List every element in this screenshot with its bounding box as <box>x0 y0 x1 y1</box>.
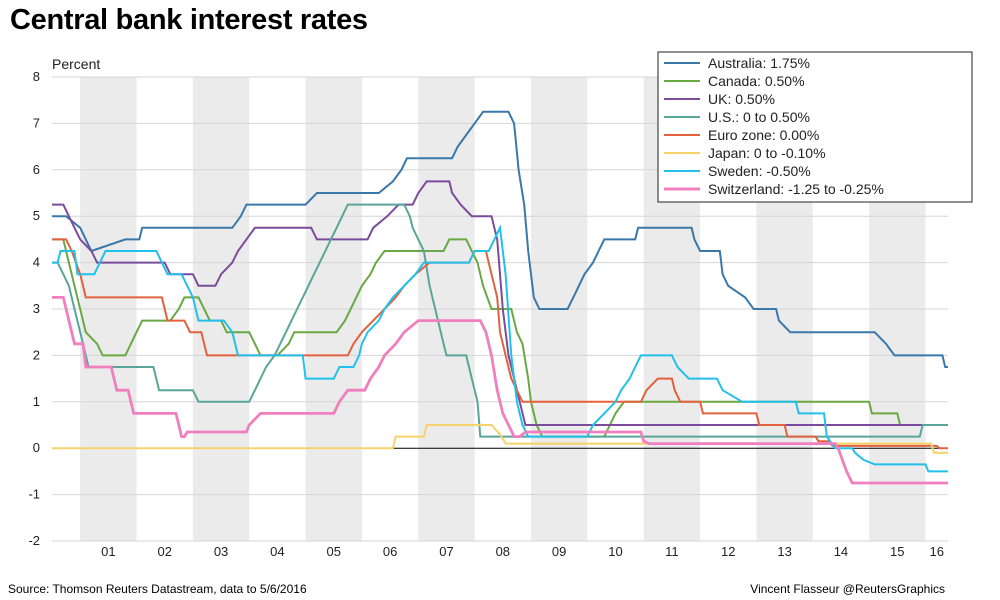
legend-entry: Euro zone: 0.00% <box>708 127 819 143</box>
y-tick-label: 3 <box>33 301 40 316</box>
series-lines <box>52 110 948 485</box>
legend-entry: UK: 0.50% <box>708 91 775 107</box>
y-tick-label: 6 <box>33 162 40 177</box>
x-tick-label: 09 <box>552 544 566 559</box>
series-line <box>52 238 948 450</box>
legend: Australia: 1.75% Canada: 0.50% UK: 0.50% U.… <box>657 51 973 203</box>
y-tick-label: -1 <box>28 487 40 502</box>
y-tick-label: 5 <box>33 208 40 223</box>
legend-box <box>657 51 973 203</box>
y-tick-label: 0 <box>33 440 40 455</box>
x-tick-label: 03 <box>214 544 228 559</box>
x-tick-label: 01 <box>101 544 115 559</box>
x-tick-label: 08 <box>496 544 510 559</box>
x-tick-label: 05 <box>327 544 341 559</box>
y-axis: -2 -1 0 1 2 3 4 5 6 7 8 <box>28 69 40 548</box>
legend-entry: Japan: 0 to -0.10% <box>708 145 826 161</box>
x-tick-label: 11 <box>665 544 679 559</box>
series-line <box>52 224 948 473</box>
y-tick-label: 2 <box>33 347 40 362</box>
legend-entry: Canada: 0.50% <box>708 73 805 89</box>
y-axis-label: Percent <box>52 56 100 72</box>
y-tick-label: 7 <box>33 115 40 130</box>
series-line <box>52 424 948 454</box>
y-tick-label: 8 <box>33 69 40 84</box>
x-tick-label: 06 <box>383 544 397 559</box>
x-tick-label: 02 <box>157 544 171 559</box>
legend-entry: Switzerland: -1.25 to -0.25% <box>708 181 884 197</box>
y-tick-label: -2 <box>28 533 40 548</box>
y-tick-label: 1 <box>33 394 40 409</box>
legend-entry: Sweden: -0.50% <box>708 163 811 179</box>
x-tick-label: 07 <box>439 544 453 559</box>
x-tick-label: 13 <box>777 544 791 559</box>
y-tick-label: 4 <box>33 255 40 270</box>
source-note: Source: Thomson Reuters Datastream, data… <box>8 582 307 596</box>
series-line <box>52 203 948 438</box>
legend-entry: Australia: 1.75% <box>708 55 810 71</box>
x-tick-label: 15 <box>890 544 904 559</box>
legend-entry: U.S.: 0 to 0.50% <box>708 109 810 125</box>
series-line <box>52 180 948 426</box>
x-tick-label: 04 <box>270 544 284 559</box>
x-tick-label: 16 <box>929 544 943 559</box>
x-tick-label: 12 <box>721 544 735 559</box>
series-line <box>52 296 948 485</box>
chart-title: Central bank interest rates <box>10 4 368 36</box>
x-tick-label: 14 <box>834 544 848 559</box>
credit-note: Vincent Flasseur @ReutersGraphics <box>750 582 945 596</box>
x-tick-label: 10 <box>608 544 622 559</box>
x-axis: 01 02 03 04 05 06 07 08 09 10 11 12 13 14 15 16 <box>101 544 944 559</box>
series-line <box>52 110 948 368</box>
